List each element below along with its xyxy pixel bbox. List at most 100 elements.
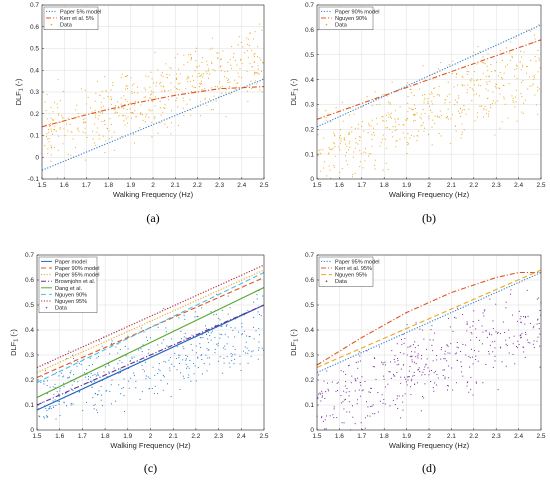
data-point bbox=[119, 360, 121, 362]
x-tick-label: 2.4 bbox=[237, 182, 246, 189]
data-point bbox=[485, 109, 487, 111]
data-point bbox=[445, 99, 447, 101]
data-point bbox=[85, 401, 87, 403]
data-point bbox=[414, 119, 416, 121]
data-point bbox=[45, 407, 47, 409]
data-point bbox=[447, 384, 449, 386]
x-tick-label: 1.9 bbox=[402, 182, 411, 189]
data-point bbox=[395, 110, 397, 112]
data-point bbox=[520, 69, 522, 71]
data-point bbox=[168, 99, 170, 101]
data-point bbox=[466, 323, 468, 325]
data-point bbox=[422, 65, 424, 67]
data-point bbox=[249, 335, 251, 337]
data-point bbox=[424, 97, 426, 99]
data-point bbox=[144, 361, 146, 363]
data-point bbox=[539, 366, 541, 368]
data-point bbox=[466, 382, 468, 384]
data-point bbox=[84, 118, 86, 120]
data-point bbox=[470, 332, 472, 334]
data-point bbox=[131, 93, 133, 95]
data-point bbox=[511, 56, 513, 58]
data-point bbox=[520, 56, 522, 58]
legend-label: Data bbox=[55, 306, 68, 312]
data-point bbox=[455, 352, 457, 354]
data-point bbox=[97, 374, 99, 376]
data-point bbox=[117, 363, 119, 365]
data-point bbox=[465, 344, 467, 346]
data-point bbox=[371, 145, 373, 147]
data-point bbox=[419, 88, 421, 90]
data-point bbox=[222, 50, 224, 52]
data-point bbox=[98, 390, 100, 392]
data-point bbox=[210, 311, 212, 313]
data-point bbox=[431, 126, 433, 128]
data-point bbox=[408, 370, 410, 372]
data-point bbox=[178, 89, 180, 91]
data-point bbox=[416, 140, 418, 142]
data-point bbox=[151, 78, 153, 80]
data-point bbox=[483, 315, 485, 317]
data-point bbox=[214, 70, 216, 72]
data-point bbox=[166, 126, 168, 128]
data-point bbox=[43, 417, 45, 419]
data-point bbox=[327, 113, 329, 115]
data-point bbox=[65, 392, 67, 394]
y-tick-label: 0.2 bbox=[25, 377, 34, 384]
data-point bbox=[201, 373, 203, 375]
data-point bbox=[233, 363, 235, 365]
data-point bbox=[75, 109, 77, 111]
data-point bbox=[410, 88, 412, 90]
data-point bbox=[384, 361, 386, 363]
data-point bbox=[371, 405, 373, 407]
data-point bbox=[413, 114, 415, 116]
data-point bbox=[185, 88, 187, 90]
data-point bbox=[410, 134, 412, 136]
data-point bbox=[501, 361, 503, 363]
data-point bbox=[527, 88, 529, 90]
data-point bbox=[503, 72, 505, 74]
data-point bbox=[131, 358, 133, 360]
data-point bbox=[209, 48, 211, 50]
x-tick-label: 2 bbox=[427, 182, 431, 189]
data-point bbox=[508, 337, 510, 339]
data-point bbox=[108, 364, 110, 366]
data-point bbox=[462, 76, 464, 78]
data-point bbox=[406, 153, 408, 155]
data-point bbox=[224, 71, 226, 73]
data-point bbox=[170, 89, 172, 91]
data-point bbox=[492, 351, 494, 353]
data-point bbox=[74, 146, 76, 148]
data-point bbox=[456, 346, 458, 348]
data-point bbox=[205, 71, 207, 73]
data-point bbox=[147, 352, 149, 354]
data-point bbox=[54, 399, 56, 401]
data-point bbox=[194, 50, 196, 52]
data-point bbox=[164, 107, 166, 109]
series-line-paper-90-model bbox=[36, 276, 265, 379]
data-point bbox=[466, 71, 468, 73]
data-point bbox=[101, 112, 103, 114]
data-point bbox=[236, 83, 238, 85]
data-point bbox=[355, 142, 357, 144]
data-point bbox=[148, 349, 150, 351]
data-point bbox=[356, 403, 358, 405]
data-point bbox=[417, 355, 419, 357]
data-point bbox=[190, 59, 192, 61]
data-point bbox=[343, 138, 345, 140]
data-point bbox=[52, 119, 54, 121]
data-point bbox=[234, 327, 236, 329]
data-point bbox=[57, 400, 59, 402]
data-point bbox=[463, 84, 465, 86]
data-point bbox=[356, 399, 358, 401]
y-tick-label: 0.1 bbox=[30, 133, 39, 140]
data-point bbox=[412, 120, 414, 122]
data-point bbox=[195, 380, 197, 382]
data-point bbox=[97, 127, 99, 129]
series-line-kerr-et-al-5- bbox=[41, 86, 265, 128]
y-axis-label-unit: (-) bbox=[289, 78, 298, 88]
data-point bbox=[372, 404, 374, 406]
y-tick-label: 0.7 bbox=[25, 252, 34, 259]
data-point bbox=[466, 73, 468, 75]
data-point bbox=[390, 112, 392, 114]
